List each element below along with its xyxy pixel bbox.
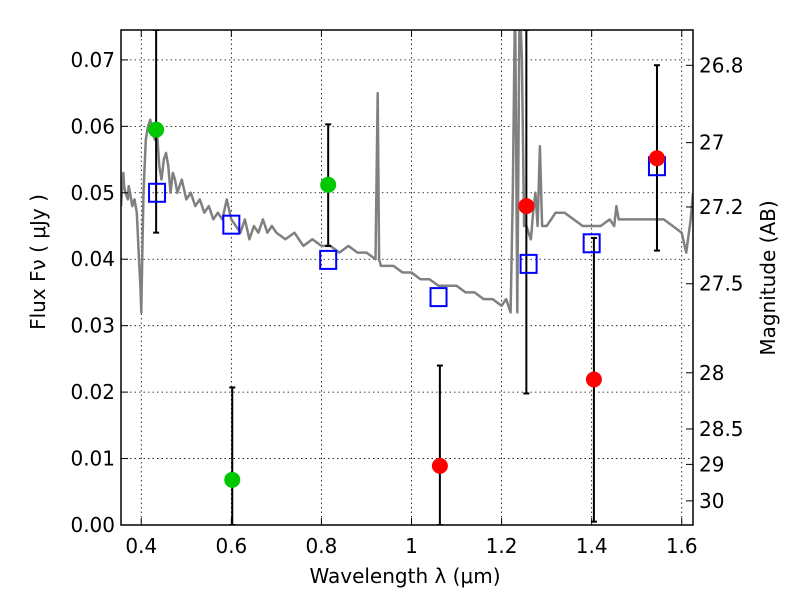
y-tick-labels: 0.00 0.01 0.02 0.03 0.04 0.05 0.06 0.07 xyxy=(70,48,115,537)
observed-photometry-points xyxy=(148,121,665,488)
x-tick-label: 1.2 xyxy=(486,534,518,558)
y-tick-label: 0.03 xyxy=(70,314,115,338)
y2-tick-labels: 26.8 27 27.2 27.5 28 28.5 29 30 xyxy=(699,53,744,513)
y2-tick-label: 27 xyxy=(699,131,724,155)
y2-tick-label: 28.5 xyxy=(699,417,744,441)
y-tick-label: 0.00 xyxy=(70,513,115,537)
x-tick-label: 1.4 xyxy=(576,534,608,558)
y2-tick-label: 27.5 xyxy=(699,272,744,296)
x-tick-label: 1 xyxy=(405,534,418,558)
x-tick-label: 1.6 xyxy=(666,534,698,558)
model-photometry-square xyxy=(429,287,448,308)
y-axis-title: Flux Fν ( μJy ) xyxy=(26,194,50,330)
error-bars xyxy=(153,30,660,525)
detection-point xyxy=(148,121,165,138)
y2-tick-label: 27.2 xyxy=(699,195,744,219)
y2-tick-label: 29 xyxy=(699,452,724,476)
detection-point xyxy=(224,471,241,488)
y-tick-label: 0.01 xyxy=(70,447,115,471)
x-tick-labels: 0.4 0.6 0.8 1 1.2 1.4 1.6 xyxy=(125,534,697,558)
tick-marks xyxy=(121,30,693,526)
model-photometry-square xyxy=(319,249,338,270)
model-photometry-square xyxy=(582,233,601,254)
x-tick-label: 0.4 xyxy=(125,534,157,558)
x-tick-label: 0.6 xyxy=(215,534,247,558)
y2-axis-title: Magnitude (AB) xyxy=(756,200,780,355)
model-spectrum xyxy=(121,30,693,314)
y-tick-label: 0.02 xyxy=(70,380,115,404)
y2-tick-label: 28 xyxy=(699,361,724,385)
y2-tick-label: 26.8 xyxy=(699,53,744,77)
model-photometry-square xyxy=(519,253,538,274)
upper-limit-point xyxy=(431,457,448,474)
model-photometry-square xyxy=(148,182,167,203)
spectrum-line xyxy=(121,30,693,314)
upper-limit-point xyxy=(648,150,665,167)
model-photometry-points xyxy=(148,156,666,308)
y-tick-label: 0.04 xyxy=(70,247,115,271)
y-tick-label: 0.05 xyxy=(70,181,115,205)
x-axis-title: Wavelength λ (μm) xyxy=(309,564,500,588)
plot-frame xyxy=(120,29,694,526)
y2-tick-label: 30 xyxy=(699,489,724,513)
upper-limit-point xyxy=(585,371,602,388)
model-photometry-square xyxy=(222,214,241,235)
y-tick-label: 0.06 xyxy=(70,114,115,138)
upper-limit-point xyxy=(518,198,535,215)
x-tick-label: 0.8 xyxy=(306,534,338,558)
grid-lines xyxy=(121,30,693,526)
detection-point xyxy=(320,176,337,193)
y-tick-label: 0.07 xyxy=(70,48,115,72)
